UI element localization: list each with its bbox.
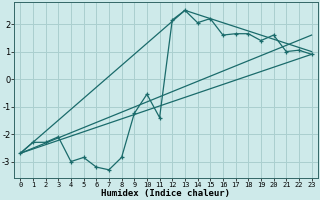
X-axis label: Humidex (Indice chaleur): Humidex (Indice chaleur) [101, 189, 230, 198]
